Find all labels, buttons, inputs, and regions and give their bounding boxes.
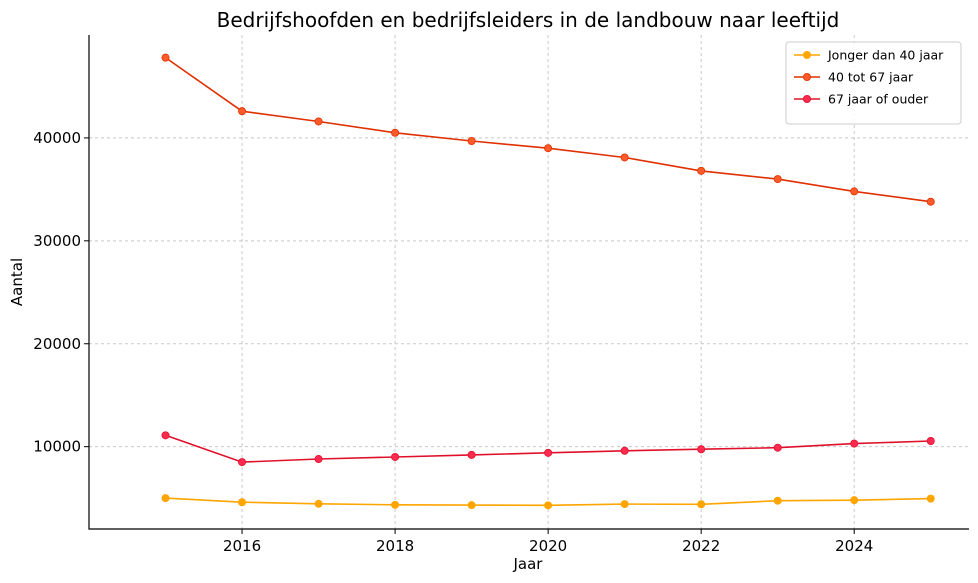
legend-box	[785, 41, 962, 125]
y-tick-label: 20000	[33, 335, 81, 353]
legend-marker	[803, 73, 812, 82]
data-point	[314, 499, 323, 508]
y-axis-label: Aantal	[8, 258, 26, 306]
data-point	[850, 496, 859, 505]
grid	[89, 35, 969, 529]
data-point	[620, 446, 629, 455]
data-point	[926, 494, 935, 503]
data-point	[544, 144, 553, 153]
data-point	[620, 153, 629, 162]
legend-label: Jonger dan 40 jaar	[827, 48, 944, 63]
data-point	[850, 439, 859, 448]
data-point	[850, 187, 859, 196]
data-point	[926, 197, 935, 206]
data-point	[391, 500, 400, 509]
data-point	[161, 431, 170, 440]
data-point	[697, 445, 706, 454]
data-point	[467, 137, 476, 146]
x-tick-label: 2016	[223, 537, 261, 555]
y-tick-label: 40000	[33, 129, 81, 147]
data-point	[161, 494, 170, 503]
x-tick-label: 2024	[835, 537, 873, 555]
data-point	[467, 450, 476, 459]
data-point	[391, 128, 400, 137]
legend: Jonger dan 40 jaar 40 tot 67 jaar 67 jaar …	[785, 41, 962, 125]
data-point	[467, 501, 476, 510]
data-point	[544, 501, 553, 510]
axes-spines	[88, 35, 969, 530]
data-point	[314, 117, 323, 126]
data-point	[391, 452, 400, 461]
data-point	[773, 175, 782, 184]
legend-label: 67 jaar of ouder	[828, 92, 929, 107]
data-point	[773, 443, 782, 452]
ticks: 2016 2018 2020 2022 2024 10000 20000 30000 40000	[33, 129, 873, 555]
data-point	[544, 448, 553, 457]
x-axis-label: Jaar	[513, 555, 544, 573]
x-tick-label: 2022	[682, 537, 720, 555]
chart-title: Bedrijfshoofden en bedrijfsleiders in de…	[217, 8, 840, 32]
data-point	[926, 437, 935, 446]
x-tick-label: 2018	[376, 537, 414, 555]
y-tick-label: 30000	[33, 232, 81, 250]
data-point	[161, 53, 170, 62]
data-point	[238, 458, 247, 467]
data-point	[697, 166, 706, 175]
data-point	[314, 455, 323, 464]
data-point	[620, 500, 629, 509]
legend-marker	[803, 95, 812, 104]
data-point	[773, 496, 782, 505]
data-point	[238, 498, 247, 507]
x-tick-label: 2020	[529, 537, 567, 555]
legend-marker	[803, 51, 812, 60]
data-point	[697, 500, 706, 509]
legend-label: 40 tot 67 jaar	[828, 70, 914, 85]
series-layer	[161, 53, 935, 510]
y-tick-label: 10000	[33, 438, 81, 456]
data-point	[238, 107, 247, 116]
